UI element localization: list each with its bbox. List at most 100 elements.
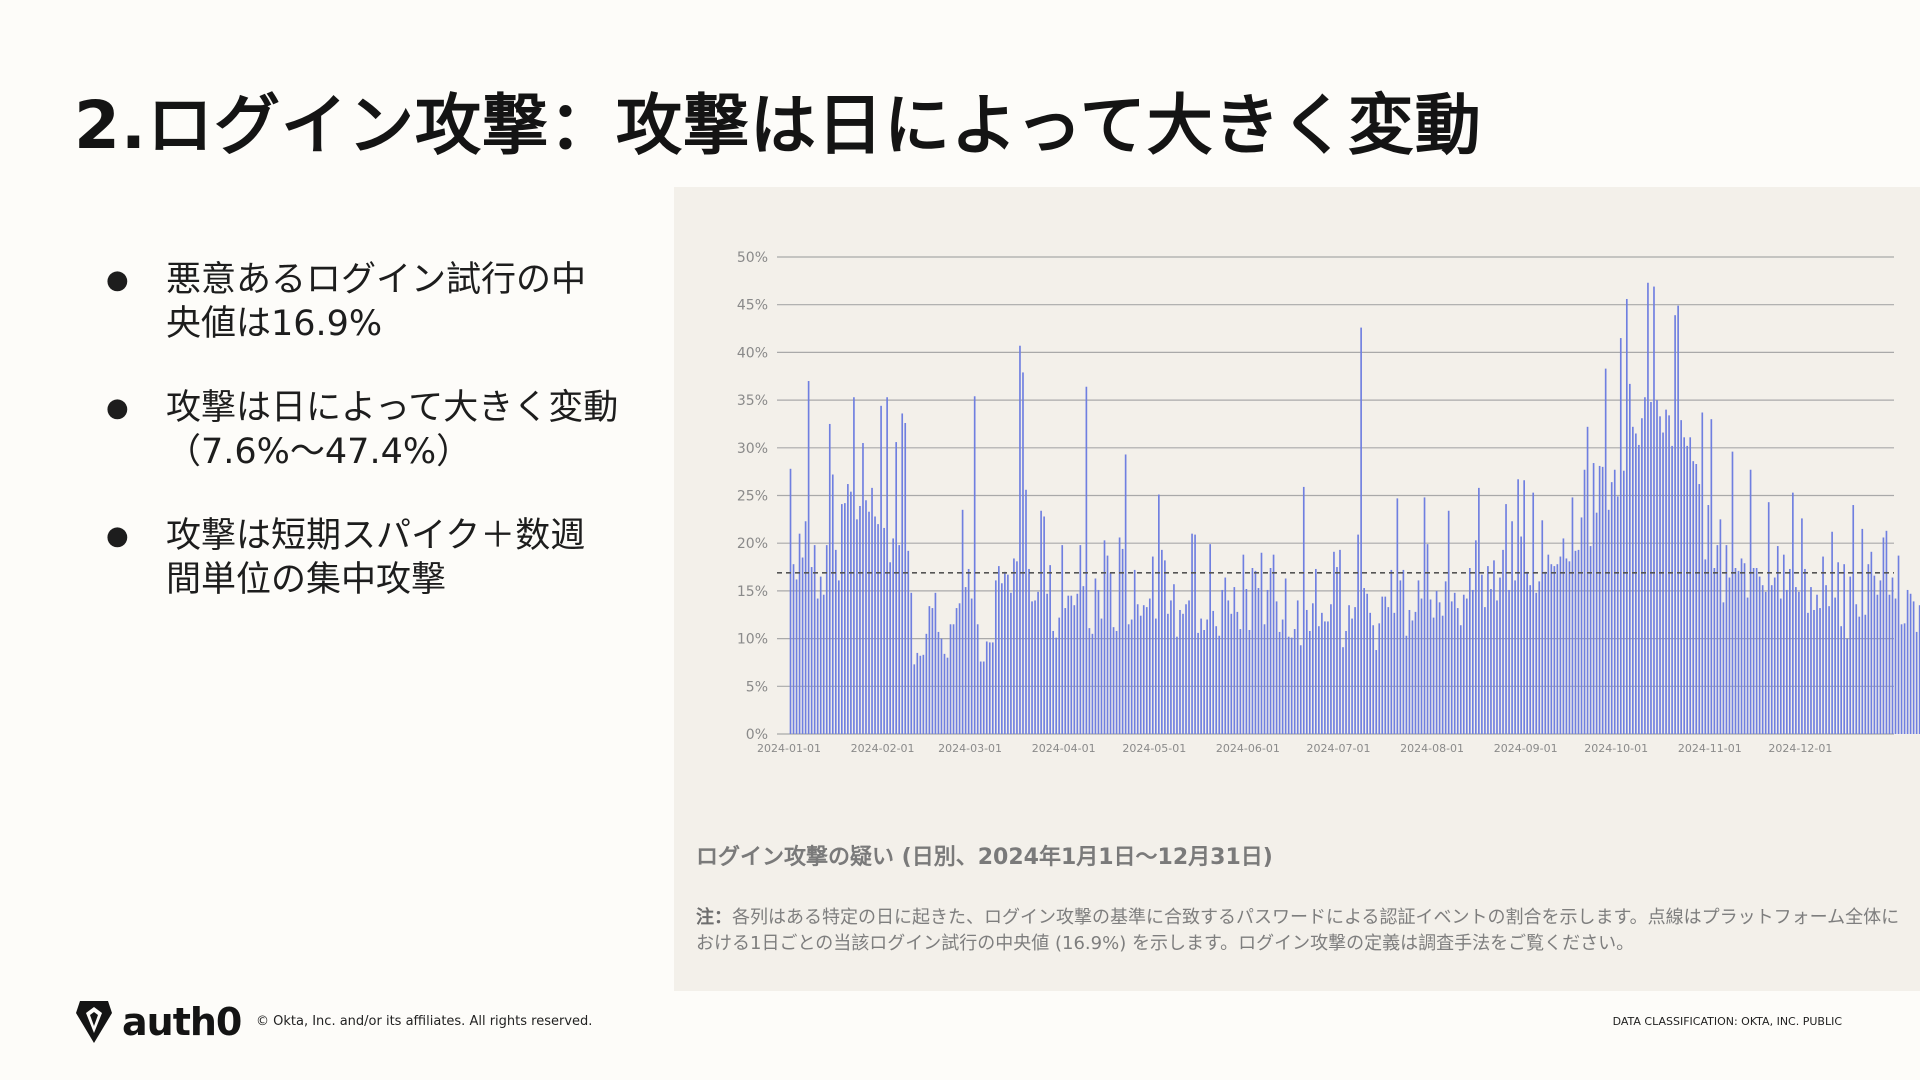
bar <box>1547 554 1550 734</box>
bar <box>1034 600 1036 734</box>
bar <box>1879 580 1882 734</box>
bar <box>1704 559 1707 734</box>
bar <box>1161 549 1163 734</box>
bar <box>1058 617 1061 734</box>
bar <box>1103 540 1106 734</box>
bar <box>919 655 922 734</box>
bar <box>1324 621 1326 734</box>
bar <box>1450 601 1453 734</box>
bar <box>1668 415 1670 734</box>
bar <box>1185 604 1187 734</box>
x-tick-label: 2024-09-01 <box>1494 742 1558 755</box>
bar <box>886 397 888 734</box>
bar <box>934 592 937 734</box>
bar <box>1348 605 1350 734</box>
bar <box>1118 537 1121 734</box>
bar <box>1674 315 1676 734</box>
bar <box>1514 580 1516 734</box>
bar <box>1665 409 1667 734</box>
bar <box>865 500 867 734</box>
bar <box>1601 466 1604 734</box>
bar <box>1100 618 1103 734</box>
bar <box>1511 521 1513 734</box>
bar <box>874 516 876 734</box>
bar <box>1091 633 1094 734</box>
bar <box>1574 550 1577 734</box>
bar <box>1490 588 1492 734</box>
bar <box>988 642 991 734</box>
note-label: 注： <box>696 907 732 928</box>
bar <box>801 557 804 734</box>
bar <box>1782 554 1785 734</box>
bar <box>1133 569 1136 734</box>
bar <box>1275 601 1278 734</box>
bullet-item-spikes: 攻撃は短期スパイク＋数週間単位の集中攻撃 <box>100 514 620 602</box>
bar <box>898 545 901 734</box>
bar <box>1915 631 1918 734</box>
bar <box>1604 368 1607 734</box>
y-tick-label: 25% <box>737 489 768 505</box>
bar <box>1686 445 1689 734</box>
bars <box>789 282 1920 734</box>
bar <box>1764 591 1767 734</box>
bar <box>1580 517 1583 734</box>
bar <box>1792 492 1794 734</box>
x-tick-label: 2024-01-01 <box>757 742 821 755</box>
bar <box>1456 608 1459 734</box>
bar <box>1022 372 1024 734</box>
bar <box>1381 596 1384 734</box>
bar <box>1517 479 1519 734</box>
bar <box>1263 624 1266 734</box>
bar <box>1855 604 1858 734</box>
x-tick-label: 2024-08-01 <box>1400 742 1464 755</box>
bar <box>1888 594 1891 734</box>
bar <box>825 545 828 734</box>
bar <box>1550 564 1553 734</box>
bar <box>1559 556 1562 734</box>
bar <box>1529 585 1532 734</box>
bar <box>1737 570 1740 734</box>
bar <box>1179 609 1181 734</box>
bar <box>1671 445 1673 734</box>
bar <box>1414 611 1417 734</box>
bar <box>1016 561 1018 734</box>
bar <box>964 587 967 734</box>
bar <box>1807 612 1809 734</box>
login-attack-bar-chart: 0% 5% 10% 15% 20% 25% 30% 35% 40% 45% 50% 2024-01-… <box>737 250 1920 755</box>
bar <box>1481 574 1483 734</box>
bar <box>804 521 807 734</box>
bar <box>895 442 898 734</box>
bar <box>1526 571 1529 734</box>
bar <box>1272 554 1275 734</box>
bar <box>1716 545 1719 734</box>
bar <box>1571 497 1574 734</box>
bar <box>1420 598 1423 734</box>
bar <box>1541 520 1544 734</box>
bar <box>1849 576 1852 734</box>
bar <box>1535 592 1538 734</box>
y-tick-label: 50% <box>737 250 768 266</box>
bar <box>1097 589 1100 734</box>
bar <box>1743 563 1746 734</box>
bar <box>1779 598 1782 734</box>
bar <box>1607 509 1610 734</box>
bar <box>1647 282 1649 734</box>
bar <box>1447 510 1450 734</box>
bar <box>1903 623 1906 734</box>
bar <box>952 624 955 734</box>
auth0-logo: auth0 <box>74 998 242 1046</box>
bar <box>822 594 825 734</box>
bar <box>1746 597 1749 734</box>
data-classification: DATA CLASSIFICATION: OKTA, INC. PUBLIC <box>1612 1015 1842 1028</box>
bar <box>1825 585 1827 734</box>
bar <box>1846 638 1849 734</box>
bar <box>1885 530 1888 734</box>
bar <box>1257 588 1260 734</box>
bar <box>1311 603 1314 734</box>
bar <box>1236 611 1239 734</box>
bar <box>1441 615 1444 734</box>
bar <box>979 661 982 734</box>
bar <box>1761 585 1764 734</box>
bar <box>1061 545 1064 734</box>
bar <box>1629 383 1631 734</box>
